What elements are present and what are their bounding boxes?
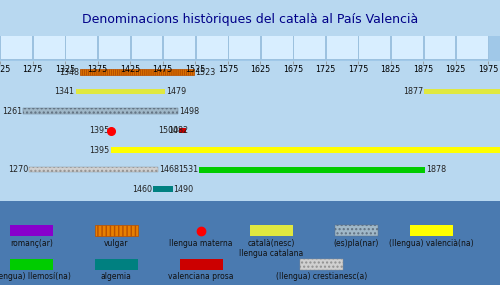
- Text: valenciana prosa: valenciana prosa: [168, 272, 234, 281]
- Bar: [410, 225, 453, 236]
- Bar: [335, 225, 378, 236]
- Bar: [180, 259, 222, 270]
- Text: 1531: 1531: [178, 165, 198, 174]
- Bar: [95, 225, 138, 236]
- Text: 1395: 1395: [90, 146, 110, 155]
- Bar: [250, 225, 292, 236]
- Text: (llengua) valencià(na): (llengua) valencià(na): [389, 239, 473, 248]
- Text: 1523: 1523: [195, 68, 215, 77]
- Bar: [95, 259, 138, 270]
- Text: 1270: 1270: [8, 165, 28, 174]
- Bar: [424, 89, 500, 94]
- Text: vulgar: vulgar: [104, 239, 128, 248]
- Bar: [76, 89, 166, 94]
- Text: 1262: 1262: [3, 48, 23, 57]
- Text: 1500: 1500: [158, 126, 178, 135]
- Bar: [24, 109, 178, 114]
- Bar: [300, 259, 343, 270]
- FancyBboxPatch shape: [163, 34, 195, 59]
- FancyBboxPatch shape: [294, 34, 325, 59]
- Text: 1341: 1341: [54, 87, 74, 96]
- FancyBboxPatch shape: [260, 34, 292, 59]
- FancyBboxPatch shape: [196, 34, 228, 59]
- Bar: [30, 167, 158, 172]
- FancyBboxPatch shape: [424, 34, 456, 59]
- Text: 1878: 1878: [426, 165, 446, 174]
- Text: 1468: 1468: [159, 165, 179, 174]
- Text: 1498: 1498: [178, 107, 199, 116]
- Bar: [110, 147, 500, 153]
- Text: 1502: 1502: [182, 48, 202, 57]
- Text: 1490: 1490: [174, 185, 194, 194]
- Text: 1395: 1395: [90, 126, 110, 135]
- FancyBboxPatch shape: [66, 34, 98, 59]
- Text: (llengua) llemosí(na): (llengua) llemosí(na): [0, 272, 71, 281]
- FancyBboxPatch shape: [326, 34, 358, 59]
- Text: 1479: 1479: [166, 87, 186, 96]
- Bar: [199, 167, 425, 173]
- Text: (es)pla(nar): (es)pla(nar): [334, 239, 379, 248]
- Text: 1348: 1348: [59, 68, 79, 77]
- Text: 1460: 1460: [132, 185, 152, 194]
- Bar: [80, 70, 194, 75]
- FancyBboxPatch shape: [391, 34, 423, 59]
- Text: llengua materna: llengua materna: [170, 239, 233, 248]
- Text: (llengua) crestianesc(a): (llengua) crestianesc(a): [276, 272, 367, 281]
- Bar: [10, 225, 52, 236]
- FancyBboxPatch shape: [0, 34, 32, 59]
- FancyBboxPatch shape: [130, 34, 162, 59]
- FancyBboxPatch shape: [358, 34, 390, 59]
- Bar: [24, 50, 180, 55]
- Bar: [10, 259, 52, 270]
- Text: 1877: 1877: [404, 87, 423, 96]
- FancyBboxPatch shape: [456, 34, 488, 59]
- FancyBboxPatch shape: [228, 34, 260, 59]
- Text: 1261: 1261: [2, 107, 22, 116]
- Text: Denominacions històriques del català al País Valencià: Denominacions històriques del català al …: [82, 13, 418, 26]
- Text: romanç(ar): romanç(ar): [10, 239, 52, 248]
- FancyBboxPatch shape: [33, 34, 65, 59]
- Text: algemia: algemia: [101, 272, 132, 281]
- Text: català(nesc)
llengua catalana: català(nesc) llengua catalana: [239, 239, 304, 258]
- Bar: [179, 128, 186, 133]
- Text: 1482: 1482: [168, 126, 188, 135]
- Bar: [153, 186, 172, 192]
- FancyBboxPatch shape: [98, 34, 130, 59]
